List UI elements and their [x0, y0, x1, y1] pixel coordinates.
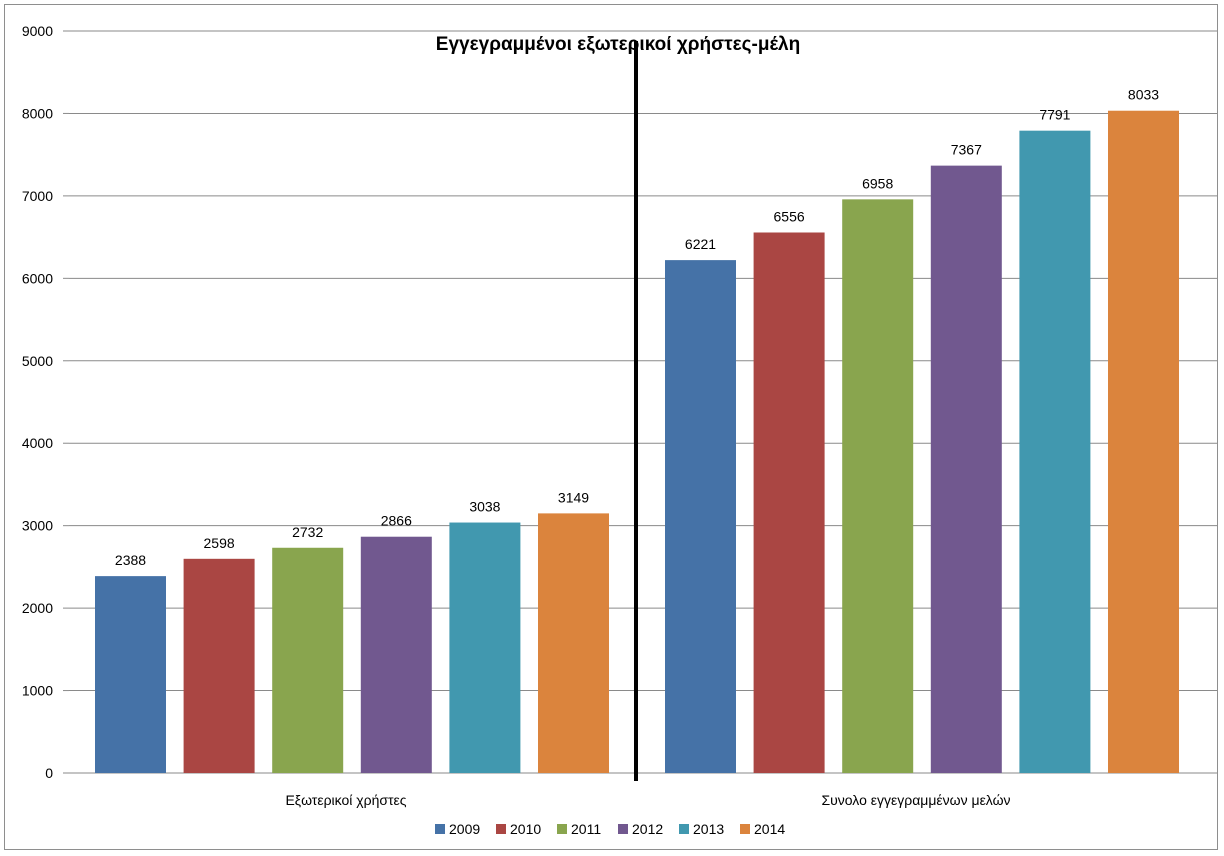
legend: 2009 2010 2011 2012 2013 2014 — [435, 821, 785, 837]
legend-swatch — [557, 824, 567, 834]
category-label: Συνολο εγγεγραμμένων μελών — [821, 792, 1010, 808]
y-tick-label: 4000 — [22, 435, 53, 451]
y-tick-label: 8000 — [22, 105, 53, 121]
y-axis-ticks: 0 1000 2000 3000 4000 5000 6000 7000 8000 9000 — [22, 23, 53, 781]
data-label: 6958 — [862, 175, 893, 191]
bar — [449, 522, 521, 773]
bar — [183, 558, 255, 773]
y-tick-label: 2000 — [22, 600, 53, 616]
legend-label: 2011 — [571, 821, 601, 837]
data-label: 2866 — [381, 513, 412, 529]
x-axis-category-labels: Εξωτερικοί χρήστες Συνολο εγγεγραμμένων μ… — [285, 792, 1010, 808]
bar — [665, 260, 736, 773]
bar — [95, 576, 166, 773]
legend-swatch — [496, 824, 506, 834]
legend-label: 2014 — [754, 821, 785, 837]
bar — [360, 536, 432, 773]
data-label: 3149 — [558, 489, 589, 505]
legend-swatch — [740, 824, 750, 834]
chart-area: 0 1000 2000 3000 4000 5000 6000 7000 8000 9000 23… — [4, 4, 1218, 850]
data-label: 7367 — [951, 142, 982, 158]
bar — [842, 199, 914, 773]
bar — [538, 513, 609, 773]
y-tick-label: 7000 — [22, 188, 53, 204]
data-label: 6221 — [685, 236, 716, 252]
legend-swatch — [618, 824, 628, 834]
chart-title: Εγγεγραμμένοι εξωτερικοί χρήστες-μέλη — [436, 34, 800, 55]
legend-swatch — [435, 824, 445, 834]
legend-label: 2009 — [449, 821, 480, 837]
data-labels: 2388 2598 2732 2866 3038 3149 6221 6556 6958 7367… — [115, 87, 1159, 568]
bar — [753, 232, 825, 774]
bar — [1019, 130, 1091, 774]
bar-chart: 0 1000 2000 3000 4000 5000 6000 7000 8000 9000 23… — [22, 23, 1217, 837]
gridlines — [63, 30, 1217, 774]
legend-label: 2013 — [693, 821, 724, 837]
data-label: 3038 — [469, 499, 500, 515]
y-tick-label: 3000 — [22, 518, 53, 534]
bar — [1108, 110, 1179, 774]
category-label: Εξωτερικοί χρήστες — [285, 792, 406, 808]
legend-label: 2010 — [510, 821, 541, 837]
data-label: 2388 — [115, 552, 146, 568]
bar — [930, 165, 1002, 773]
data-label: 7791 — [1039, 107, 1070, 123]
y-tick-label: 6000 — [22, 270, 53, 286]
data-label: 2598 — [204, 535, 235, 551]
data-label: 2732 — [292, 524, 323, 540]
legend-swatch — [679, 824, 689, 834]
y-tick-label: 0 — [45, 765, 53, 781]
bars — [95, 110, 1179, 774]
y-tick-label: 1000 — [22, 683, 53, 699]
bar — [272, 547, 344, 773]
legend-label: 2012 — [632, 821, 663, 837]
y-tick-label: 5000 — [22, 353, 53, 369]
data-label: 8033 — [1128, 87, 1159, 103]
y-tick-label: 9000 — [22, 23, 53, 39]
data-label: 6556 — [774, 208, 805, 224]
